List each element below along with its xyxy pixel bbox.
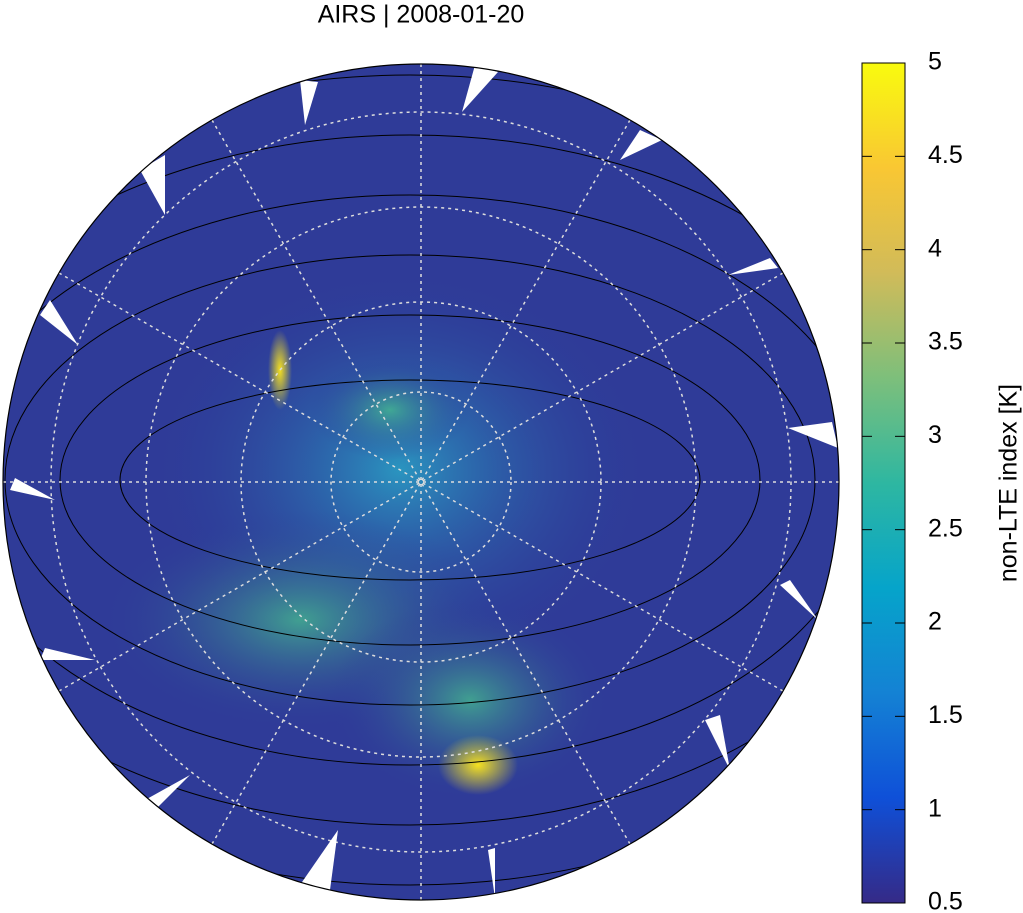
tick-label: 3 xyxy=(928,421,942,449)
tick-label: 1 xyxy=(928,794,942,822)
tick-label: 4 xyxy=(928,234,942,262)
tick-label: 4.5 xyxy=(928,141,963,169)
colorbar-label: non-LTE index [K] xyxy=(995,384,1023,582)
tick-label: 5 xyxy=(928,48,942,76)
title: AIRS | 2008-01-20 xyxy=(318,1,525,29)
colorbar xyxy=(861,62,906,904)
tick-label: 2.5 xyxy=(928,514,963,542)
tick-label: 0.5 xyxy=(928,888,963,913)
map-border xyxy=(2,63,840,901)
map xyxy=(3,64,839,900)
tick-label: 3.5 xyxy=(928,328,963,356)
tick-label: 2 xyxy=(928,608,942,636)
tick-label: 1.5 xyxy=(928,701,963,729)
